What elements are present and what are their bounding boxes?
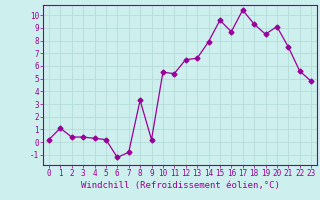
X-axis label: Windchill (Refroidissement éolien,°C): Windchill (Refroidissement éolien,°C) — [81, 181, 279, 190]
